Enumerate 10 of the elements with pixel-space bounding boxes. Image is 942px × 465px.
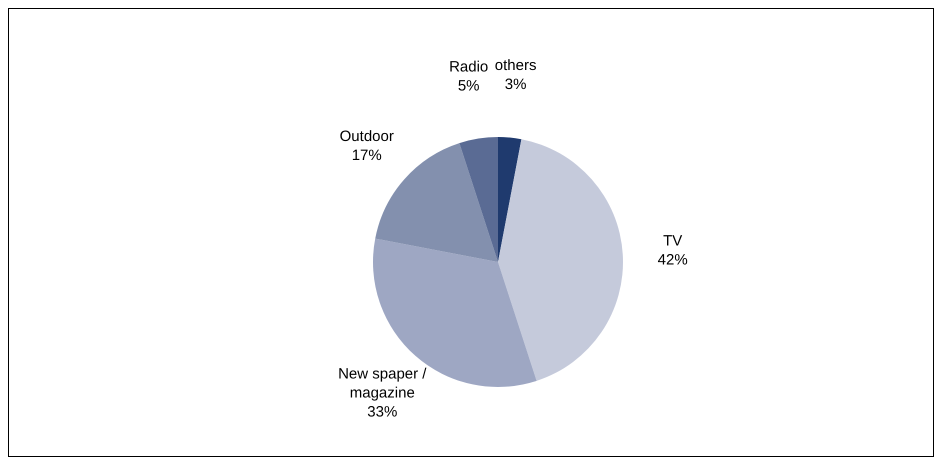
data-label: 5% [458, 77, 480, 94]
data-label: 42% [658, 252, 688, 269]
data-label: 17% [352, 146, 382, 164]
slice-label: TV [663, 232, 682, 250]
slice-label: others [494, 56, 536, 74]
slice-label: Outdoor [340, 128, 394, 145]
slice-label: New spaper / magazine [338, 365, 428, 402]
data-label: 3% [504, 76, 526, 93]
slice-label: Radio [449, 58, 488, 76]
data-label: 33% [367, 403, 398, 420]
